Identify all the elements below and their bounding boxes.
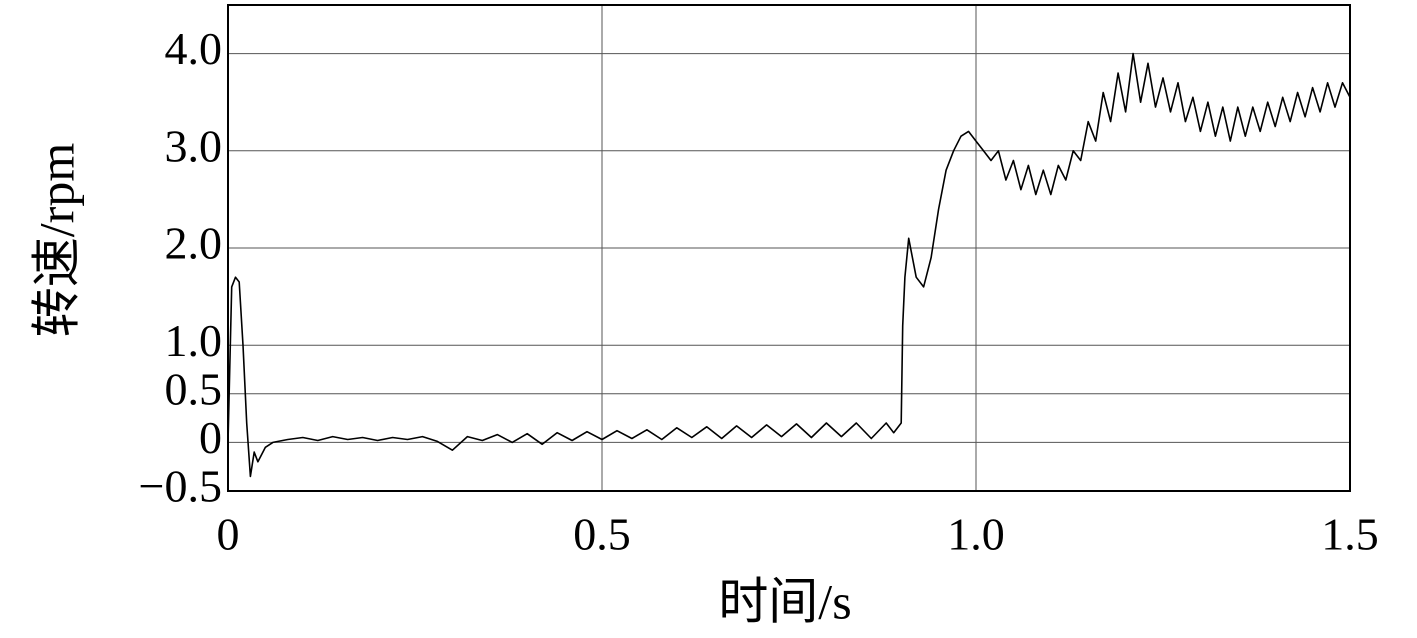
y-tick-label: 1.0 <box>165 315 223 366</box>
y-tick-label: 4.0 <box>165 23 223 74</box>
data-line <box>227 52 1351 478</box>
plot-frame <box>227 4 1351 492</box>
x-tick-label: 0 <box>217 509 240 560</box>
y-tick-label: 2.0 <box>165 218 223 269</box>
y-tick-label: 3.0 <box>165 120 223 171</box>
y-axis-label: 转速/rpm <box>28 143 84 338</box>
x-tick-label: 0.5 <box>573 509 631 560</box>
x-axis-label: 时间/s <box>718 573 851 629</box>
x-tick-label: 1.5 <box>1321 509 1379 560</box>
y-tick-label: −0.5 <box>139 461 222 512</box>
y-tick-label: 0.5 <box>165 363 223 414</box>
x-tick-label: 1.0 <box>947 509 1005 560</box>
y-tick-label: 0 <box>199 412 222 463</box>
